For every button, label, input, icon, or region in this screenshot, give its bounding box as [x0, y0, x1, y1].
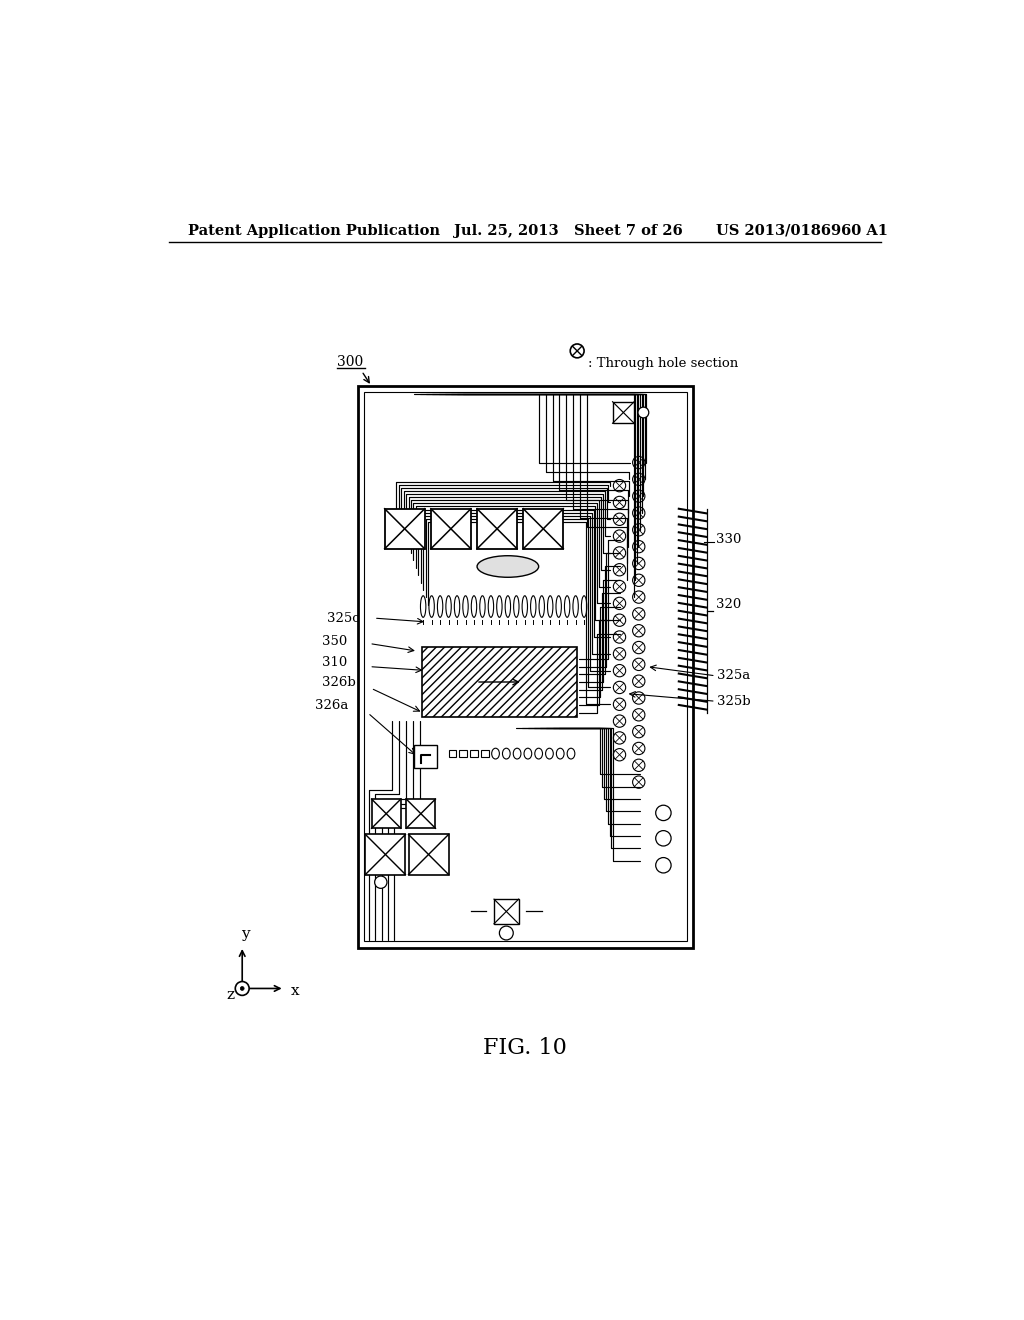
- Bar: [414, 744, 437, 768]
- Circle shape: [638, 407, 649, 418]
- Circle shape: [375, 876, 387, 888]
- Circle shape: [500, 927, 513, 940]
- Text: x: x: [291, 983, 299, 998]
- Bar: [357, 387, 692, 948]
- Text: 326a: 326a: [315, 698, 349, 711]
- Bar: [481, 750, 488, 758]
- Circle shape: [655, 858, 671, 873]
- Text: 320: 320: [716, 598, 741, 611]
- Circle shape: [655, 805, 671, 821]
- Text: 325b: 325b: [717, 694, 751, 708]
- Ellipse shape: [477, 556, 539, 577]
- Bar: [460, 750, 467, 758]
- Circle shape: [655, 830, 671, 846]
- Text: z: z: [226, 987, 233, 1002]
- Bar: [422, 647, 578, 717]
- Bar: [407, 799, 435, 829]
- Bar: [364, 392, 686, 941]
- Bar: [477, 508, 517, 549]
- Text: Jul. 25, 2013   Sheet 7 of 26: Jul. 25, 2013 Sheet 7 of 26: [454, 224, 683, 238]
- Text: Patent Application Publication: Patent Application Publication: [188, 224, 440, 238]
- Text: y: y: [241, 928, 250, 941]
- Text: 330: 330: [716, 533, 741, 546]
- Text: 350: 350: [322, 635, 347, 648]
- Bar: [449, 750, 457, 758]
- Text: : Through hole section: : Through hole section: [588, 358, 738, 370]
- Bar: [494, 899, 518, 924]
- Text: 300: 300: [337, 355, 364, 368]
- Text: 325c: 325c: [327, 611, 359, 624]
- Bar: [372, 799, 400, 829]
- Bar: [431, 508, 471, 549]
- Bar: [409, 834, 449, 875]
- Bar: [612, 401, 634, 424]
- Text: 325a: 325a: [717, 669, 751, 682]
- Bar: [366, 834, 406, 875]
- Text: 310: 310: [322, 656, 347, 669]
- Bar: [470, 750, 478, 758]
- Bar: [385, 508, 425, 549]
- Circle shape: [241, 986, 244, 990]
- Text: 326b: 326b: [322, 676, 355, 689]
- Text: US 2013/0186960 A1: US 2013/0186960 A1: [716, 224, 888, 238]
- Circle shape: [236, 982, 249, 995]
- Bar: [523, 508, 563, 549]
- Text: FIG. 10: FIG. 10: [483, 1036, 566, 1059]
